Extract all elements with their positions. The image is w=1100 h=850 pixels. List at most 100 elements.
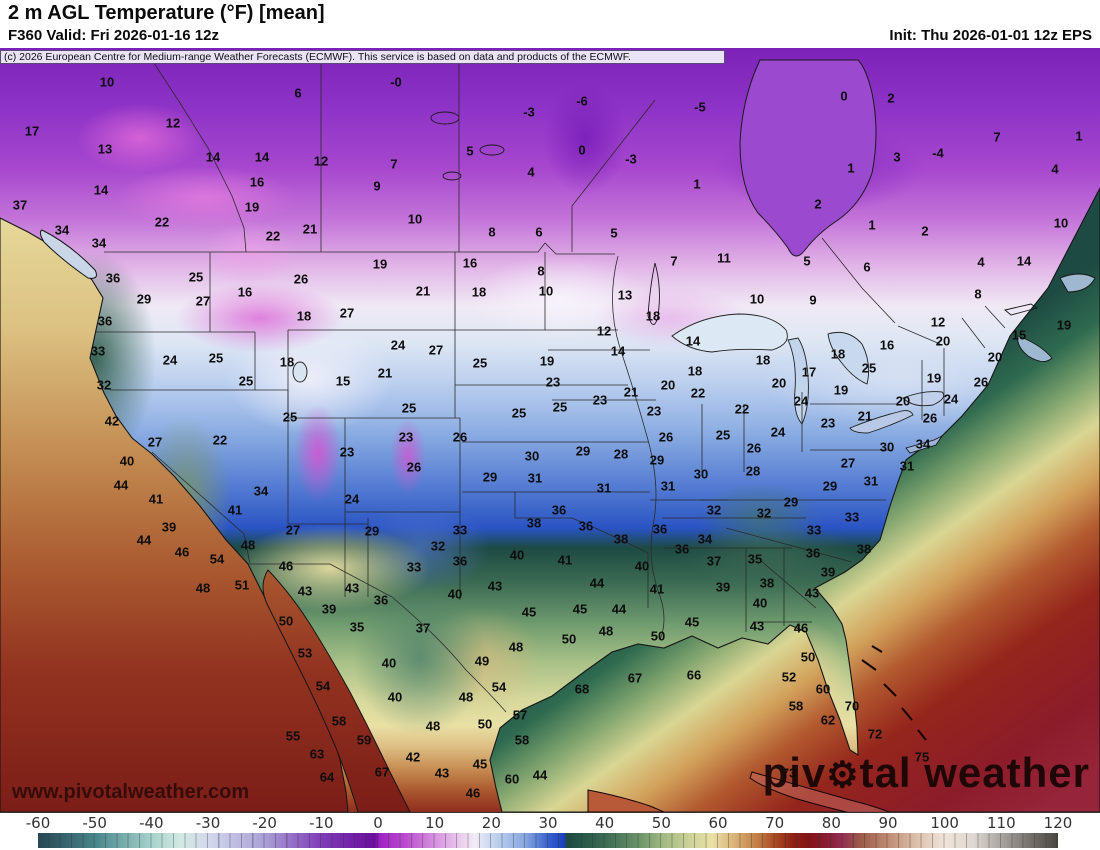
temp-label: 21 xyxy=(415,283,431,299)
temp-label: 45 xyxy=(472,756,488,772)
temp-label: 44 xyxy=(136,532,152,548)
temp-label: 64 xyxy=(319,769,335,785)
temp-label: 41 xyxy=(649,581,665,597)
temp-label: 7 xyxy=(670,253,678,269)
temp-label: 14 xyxy=(685,333,701,349)
temp-label: 21 xyxy=(377,365,393,381)
colorbar-tick-label: -10 xyxy=(309,814,334,832)
temp-label: 11 xyxy=(717,250,731,266)
temp-label: 58 xyxy=(514,732,530,748)
temp-label: 31 xyxy=(596,480,612,496)
temp-label: 16 xyxy=(879,337,895,353)
temp-label: 54 xyxy=(209,551,225,567)
temp-label: 24 xyxy=(162,352,178,368)
temp-label: 54 xyxy=(315,678,331,694)
temp-label: 29 xyxy=(136,291,152,307)
temp-label: 14 xyxy=(254,149,270,165)
temp-label: 43 xyxy=(344,580,360,596)
temp-label: 5 xyxy=(803,253,811,269)
temp-label: 19 xyxy=(372,256,388,272)
temp-label: 36 xyxy=(578,518,594,534)
temp-label: 4 xyxy=(977,254,985,270)
temp-label: 40 xyxy=(381,655,397,671)
temp-label: 12 xyxy=(596,323,612,339)
temp-label: 27 xyxy=(840,455,856,471)
temp-label: 18 xyxy=(830,346,846,362)
temp-label: 31 xyxy=(660,478,676,494)
temp-label: 18 xyxy=(296,308,312,324)
temp-label: 4 xyxy=(527,164,535,180)
temp-label: 31 xyxy=(863,473,879,489)
temp-label: 37 xyxy=(706,553,722,569)
temp-label: 0 xyxy=(578,142,586,158)
temp-label: 6 xyxy=(294,85,302,101)
temp-label: 40 xyxy=(634,558,650,574)
temp-label: 9 xyxy=(809,292,817,308)
temp-label: 30 xyxy=(524,448,540,464)
temp-label: 8 xyxy=(488,224,496,240)
temp-label: 46 xyxy=(465,785,481,801)
temp-label: 29 xyxy=(783,494,799,510)
colorbar-tick-label: 110 xyxy=(987,814,1016,832)
temp-label: 43 xyxy=(487,578,503,594)
temp-label: 23 xyxy=(545,374,561,390)
temp-label: 23 xyxy=(398,429,414,445)
temp-label: 62 xyxy=(820,712,836,728)
temp-label: 4 xyxy=(1051,161,1059,177)
temp-label: 40 xyxy=(387,689,403,705)
temp-label: 29 xyxy=(482,469,498,485)
temp-label: 24 xyxy=(793,393,809,409)
temp-label: 44 xyxy=(532,767,548,783)
temp-label: 25 xyxy=(401,400,417,416)
temp-label: 48 xyxy=(195,580,211,596)
temp-label: 18 xyxy=(687,363,703,379)
temp-label: 16 xyxy=(249,174,265,190)
temp-label: -5 xyxy=(694,99,706,115)
temp-label: 48 xyxy=(598,623,614,639)
temp-label: 27 xyxy=(285,522,301,538)
temp-label: 50 xyxy=(561,631,577,647)
temp-label: -0 xyxy=(390,74,402,90)
temp-label: 36 xyxy=(373,592,389,608)
temp-label: 20 xyxy=(771,375,787,391)
temp-label: 28 xyxy=(745,463,761,479)
temp-label: 72 xyxy=(867,726,883,742)
temp-label: 26 xyxy=(406,459,422,475)
temp-label: 25 xyxy=(238,373,254,389)
temp-label: 29 xyxy=(364,523,380,539)
temp-label: 43 xyxy=(434,765,450,781)
temp-label: 28 xyxy=(613,446,629,462)
temp-label: 8 xyxy=(974,286,982,302)
map-area[interactable]: (c) 2026 European Centre for Medium-rang… xyxy=(0,48,1100,813)
temp-label: 34 xyxy=(697,531,713,547)
temp-label: 43 xyxy=(749,618,765,634)
colorbar: -60 -50 -40 -30 -20 -10 0 10 20 30 40 50 60 70 80 90 100… xyxy=(0,813,1100,850)
temp-label: 25 xyxy=(188,269,204,285)
colorbar-tick-label: 70 xyxy=(765,814,785,832)
temp-label: 5 xyxy=(466,143,474,159)
temp-label: 18 xyxy=(471,284,487,300)
temp-label: 27 xyxy=(147,434,163,450)
temp-label: 44 xyxy=(113,477,129,493)
temp-label: 38 xyxy=(613,531,629,547)
temp-label: 38 xyxy=(759,575,775,591)
temp-label: 25 xyxy=(715,427,731,443)
temp-label: 41 xyxy=(557,552,573,568)
temp-label: 6 xyxy=(863,259,871,275)
temp-label: -3 xyxy=(625,151,637,167)
temp-label: 38 xyxy=(526,515,542,531)
temp-label: 13 xyxy=(617,287,633,303)
colorbar-tick-label: 80 xyxy=(821,814,841,832)
temp-label: 43 xyxy=(804,585,820,601)
temp-label: 52 xyxy=(781,669,797,685)
temp-label: -6 xyxy=(576,93,588,109)
copyright-bar: (c) 2026 European Centre for Medium-rang… xyxy=(0,50,725,64)
temp-label: 13 xyxy=(97,141,113,157)
temp-label: 5 xyxy=(610,225,618,241)
colorbar-tick-label: 30 xyxy=(538,814,558,832)
colorbar-tick-label: -60 xyxy=(25,814,51,832)
colorbar-tick-label: -30 xyxy=(195,814,221,832)
temp-label: 26 xyxy=(293,271,309,287)
temp-label: 10 xyxy=(407,211,423,227)
temp-label: 23 xyxy=(820,415,836,431)
